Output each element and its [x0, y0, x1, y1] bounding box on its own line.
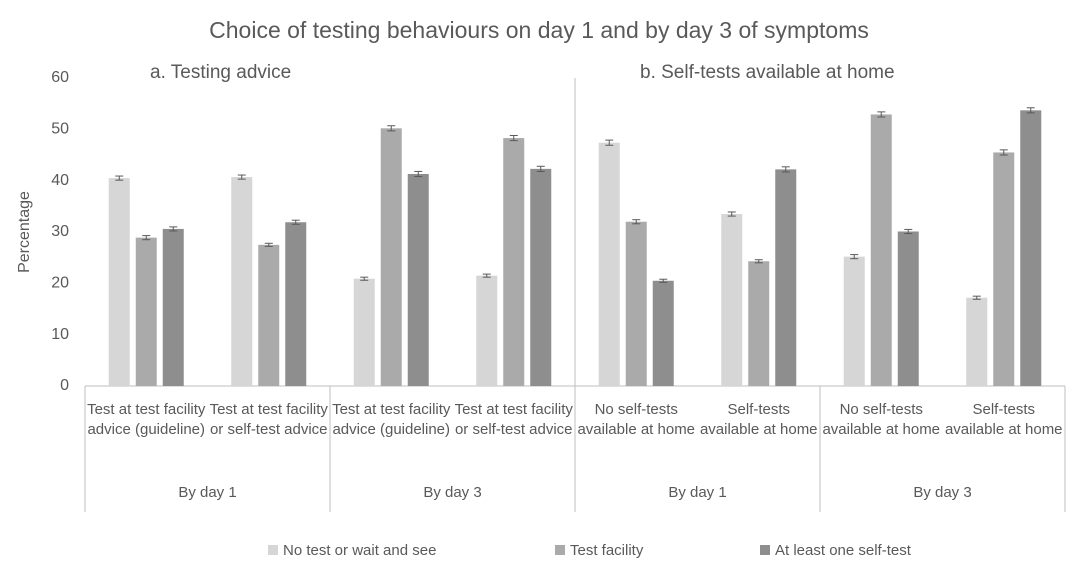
bar — [652, 280, 674, 386]
y-tick-label: 30 — [51, 223, 69, 240]
y-tick-label: 40 — [51, 172, 69, 189]
chart-title: Choice of testing behaviours on day 1 an… — [209, 17, 869, 43]
x-tick-label: Self-tests available at home — [699, 401, 818, 438]
bar — [380, 128, 402, 386]
error-bar — [115, 175, 124, 181]
x-tick-label: No self-tests available at home — [822, 401, 941, 438]
x-tick-label: Test at test facility advice (guideline) — [87, 401, 206, 438]
bar — [598, 142, 620, 386]
bar — [407, 173, 429, 386]
bar — [843, 256, 865, 386]
error-bar — [536, 165, 545, 172]
error-bar — [754, 259, 763, 264]
panel-subtitle: a. Testing advice — [150, 62, 291, 83]
error-bar — [659, 278, 668, 283]
bar — [503, 138, 525, 386]
error-bar — [904, 228, 913, 235]
bar — [870, 114, 892, 387]
bar — [353, 278, 375, 386]
y-tick-label: 20 — [51, 275, 69, 292]
x-tick-label: Test at test facility or self-test advic… — [209, 401, 328, 438]
error-bar — [781, 166, 790, 173]
bar — [748, 261, 770, 386]
error-bar — [360, 276, 369, 281]
error-bar — [877, 111, 886, 118]
error-bar — [169, 226, 178, 232]
panel-subtitle: b. Self-tests available at home — [640, 62, 895, 83]
error-bar — [727, 211, 736, 217]
legend-label: At least one self-test — [775, 542, 912, 559]
error-bar — [264, 242, 273, 247]
error-bar — [387, 125, 396, 132]
bar — [108, 178, 130, 386]
error-bar — [482, 273, 491, 278]
group-label: By day 1 — [668, 484, 726, 501]
group-label: By day 3 — [423, 484, 481, 501]
bar — [285, 222, 307, 386]
bar — [476, 275, 498, 386]
bar — [625, 221, 647, 386]
bar — [966, 297, 988, 386]
y-tick-label: 50 — [51, 121, 69, 138]
group-label: By day 3 — [913, 484, 971, 501]
bar — [721, 214, 743, 386]
x-tick-label: Test at test facility advice (guideline) — [332, 401, 451, 438]
bar — [258, 244, 280, 386]
bar — [775, 169, 797, 386]
legend-swatch — [268, 545, 278, 555]
legend-swatch — [555, 545, 565, 555]
group-label: By day 1 — [178, 484, 236, 501]
x-tick-label: Self-tests available at home — [944, 401, 1063, 438]
error-bar — [414, 170, 423, 178]
legend-swatch — [760, 545, 770, 555]
error-bar — [999, 149, 1008, 156]
y-axis-label: Percentage — [16, 191, 33, 273]
bar — [1020, 110, 1042, 386]
error-bar — [632, 219, 641, 225]
legend-label: No test or wait and see — [283, 542, 436, 559]
legend-label: Test facility — [570, 542, 644, 559]
error-bar — [237, 174, 246, 180]
error-bar — [1026, 107, 1035, 114]
error-bar — [142, 235, 151, 241]
x-tick-label: Test at test facility or self-test advic… — [454, 401, 573, 438]
y-tick-label: 60 — [51, 69, 69, 86]
y-tick-label: 0 — [60, 377, 69, 394]
error-bar — [509, 134, 518, 142]
bar — [993, 152, 1015, 386]
bar — [135, 237, 157, 386]
bar — [897, 231, 919, 386]
error-bar — [605, 139, 614, 146]
x-tick-label: No self-tests available at home — [577, 401, 696, 438]
y-tick-label: 10 — [51, 326, 69, 343]
error-bar — [972, 295, 981, 300]
error-bar — [850, 254, 859, 260]
bar — [530, 168, 552, 386]
bar — [231, 177, 253, 386]
bar — [162, 228, 184, 386]
error-bar — [291, 219, 300, 225]
